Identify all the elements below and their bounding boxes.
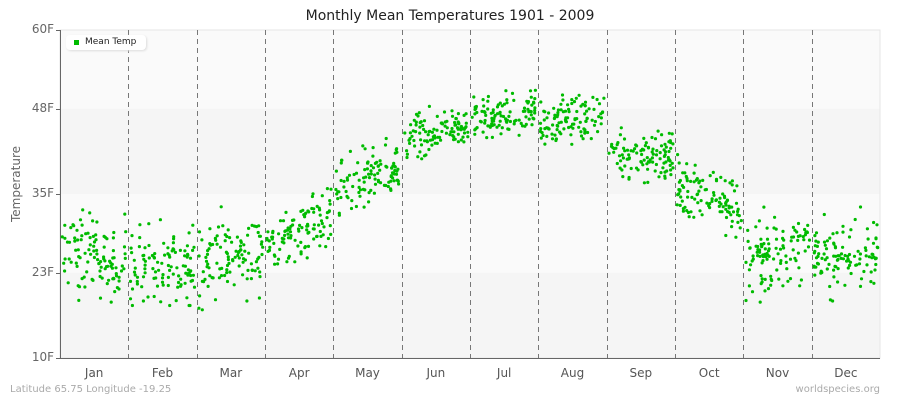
legend-label: Mean Temp bbox=[85, 37, 137, 47]
source-credit[interactable]: worldspecies.org bbox=[795, 384, 880, 395]
x-tick-label: Jun bbox=[426, 366, 446, 380]
location-caption: Latitude 65.75 Longitude -19.25 bbox=[10, 384, 172, 395]
y-tick-label: 10F bbox=[31, 350, 54, 364]
x-tick-label: Aug bbox=[560, 366, 585, 380]
y-tick-label: 35F bbox=[31, 186, 54, 200]
legend[interactable]: Mean Temp bbox=[66, 35, 147, 50]
chart-title: Monthly Mean Temperatures 1901 - 2009 bbox=[305, 8, 595, 24]
y-tick-label: 23F bbox=[31, 264, 54, 279]
x-tick-label: Oct bbox=[698, 366, 720, 380]
y-tick-label: 48F bbox=[31, 100, 54, 115]
x-tick-label: Jan bbox=[84, 366, 104, 380]
x-tick-label: Mar bbox=[219, 366, 243, 380]
x-tick-label: Apr bbox=[288, 366, 310, 380]
y-tick-label: 60F bbox=[31, 22, 54, 36]
legend-swatch-icon bbox=[74, 39, 79, 45]
x-tick-label: Sep bbox=[629, 366, 653, 380]
x-tick-label: Feb bbox=[151, 366, 174, 380]
x-tick-label: Nov bbox=[765, 366, 790, 380]
x-tick-label: Jul bbox=[496, 366, 512, 380]
x-tick-label: May bbox=[355, 366, 380, 380]
x-tick-label: Dec bbox=[834, 366, 858, 380]
